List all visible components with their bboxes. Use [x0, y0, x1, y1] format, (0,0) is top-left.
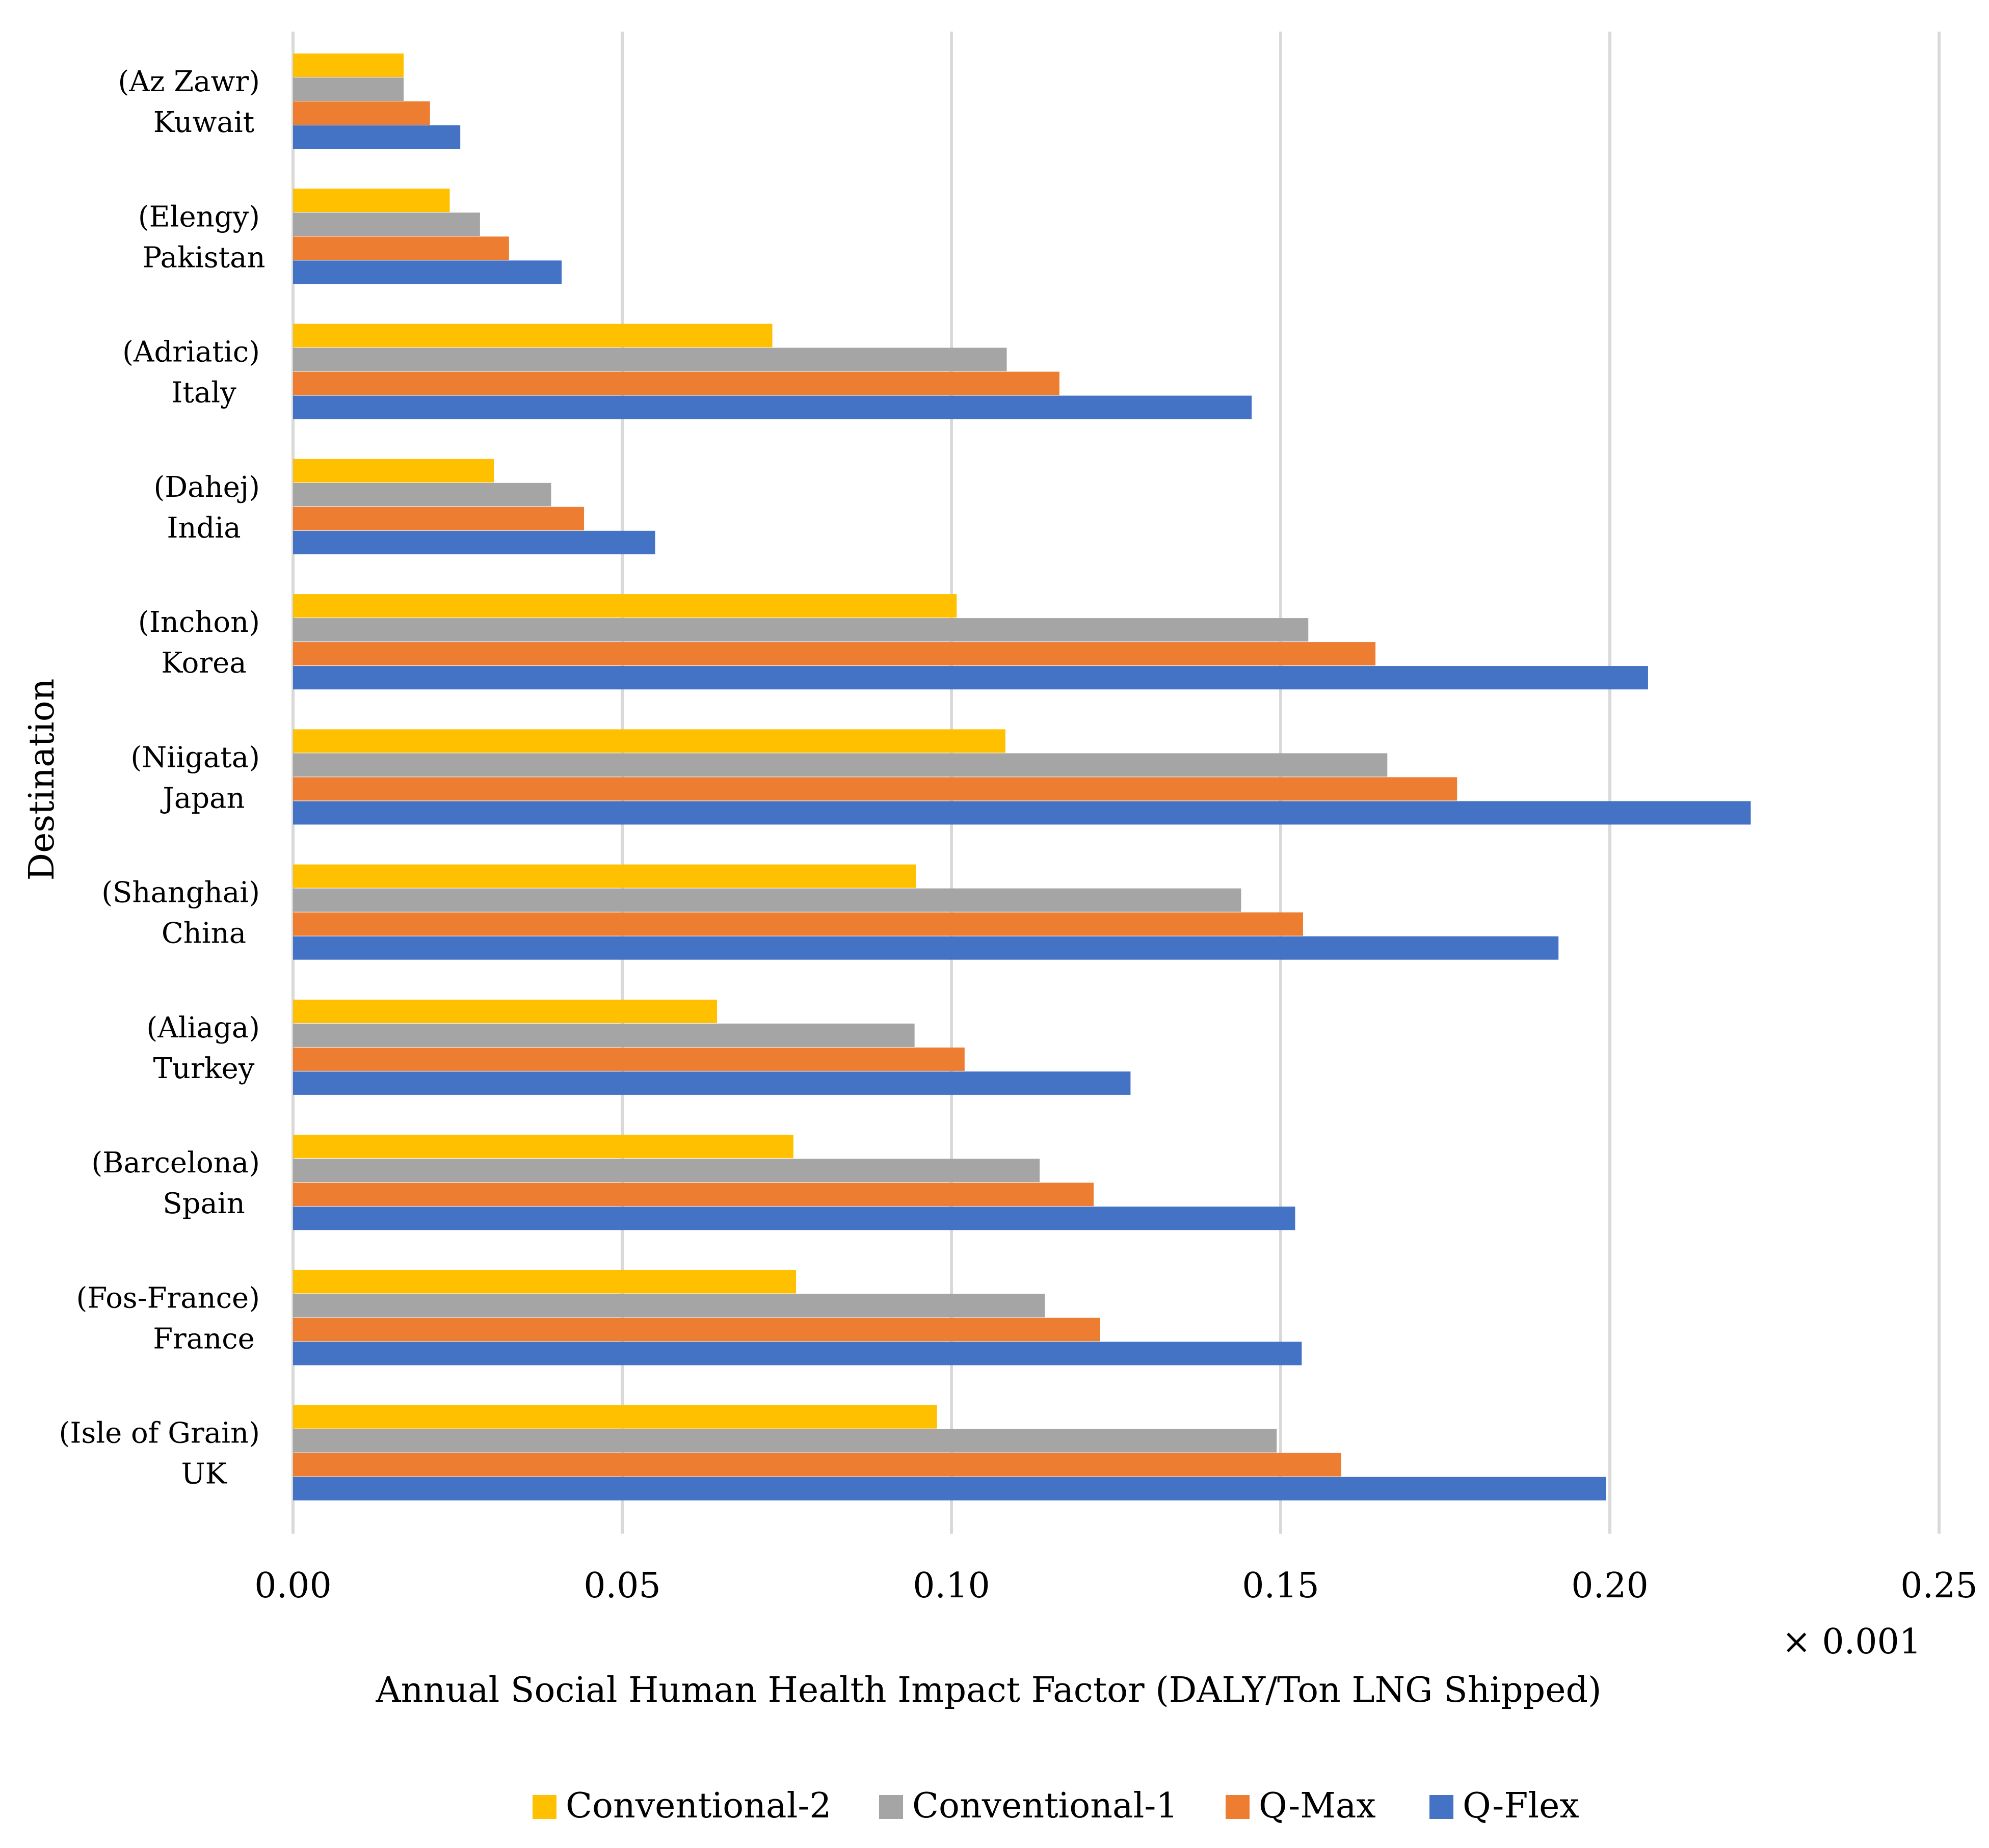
- bar-conventional-1: [293, 347, 1007, 371]
- category-label-terminal: (Niigata): [130, 741, 260, 774]
- bar-q-flex: [293, 1207, 1295, 1230]
- bar-conventional-2: [293, 324, 773, 347]
- bar-conventional-2: [293, 594, 957, 618]
- y-axis-label: Destination: [22, 679, 62, 881]
- bar-q-flex: [293, 936, 1559, 960]
- legend-swatch: [879, 1795, 903, 1819]
- category-label-country: Pakistan: [142, 241, 265, 274]
- category-label-terminal: (Elengy): [138, 200, 260, 233]
- x-tick-label: 0.25: [1900, 1566, 1977, 1606]
- bar-conventional-1: [293, 618, 1309, 642]
- bar-conventional-1: [293, 212, 480, 236]
- bar-conventional-2: [293, 1405, 937, 1429]
- x-tick-label: 0.20: [1571, 1566, 1648, 1606]
- legend-swatch: [1226, 1795, 1250, 1819]
- bar-conventional-2: [293, 999, 718, 1023]
- bar-conventional-2: [293, 864, 916, 888]
- bar-q-flex: [293, 125, 461, 149]
- category-label-terminal: (Barcelona): [91, 1146, 260, 1180]
- bar-q-max: [293, 506, 585, 530]
- bar-conventional-1: [293, 753, 1388, 777]
- bar-q-flex: [293, 530, 655, 554]
- category-label-country: Italy: [171, 377, 236, 410]
- category-label-terminal: (Aliaga): [146, 1011, 260, 1044]
- bar-conventional-2: [293, 459, 494, 483]
- x-multiplier-label: × 0.001: [1782, 1622, 1921, 1662]
- bar-q-max: [293, 1453, 1341, 1477]
- category-label-country: UK: [181, 1458, 227, 1491]
- bar-q-max: [293, 1047, 965, 1071]
- category-label-terminal: (Inchon): [138, 606, 260, 639]
- category-label-terminal: (Shanghai): [101, 876, 260, 909]
- x-tick-label: 0.05: [584, 1566, 660, 1606]
- bar-conventional-1: [293, 1294, 1045, 1318]
- bar-q-max: [293, 1183, 1094, 1207]
- bar-q-flex: [293, 395, 1252, 419]
- category-label-country: France: [153, 1322, 255, 1355]
- bar-conventional-1: [293, 1429, 1277, 1453]
- bar-q-flex: [293, 260, 562, 284]
- bar-conventional-1: [293, 888, 1241, 912]
- legend-swatch: [1429, 1795, 1453, 1819]
- category-label-terminal: (Fos-France): [76, 1281, 260, 1315]
- x-tick-label: 0.00: [254, 1566, 331, 1606]
- category-label-country: Korea: [161, 647, 246, 680]
- bar-conventional-1: [293, 483, 551, 506]
- bar-q-flex: [293, 666, 1648, 690]
- bar-conventional-2: [293, 53, 404, 77]
- bar-q-flex: [293, 1342, 1302, 1365]
- x-tick-label: 0.15: [1242, 1566, 1319, 1606]
- x-tick-labels: 0.00 0.05 0.10 0.15 0.20 0.25: [254, 1566, 1977, 1606]
- bar-conventional-1: [293, 1159, 1040, 1183]
- bar-conventional-2: [293, 189, 450, 212]
- legend-label: Conventional-2: [566, 1786, 832, 1826]
- category-label-terminal: (Az Zawr): [118, 65, 260, 98]
- category-label-country: Spain: [163, 1187, 245, 1220]
- bar-q-max: [293, 912, 1303, 936]
- category-label-country: Japan: [160, 782, 245, 815]
- bar-q-max: [293, 1318, 1100, 1342]
- category-label-country: China: [162, 917, 246, 950]
- bar-q-flex: [293, 801, 1751, 825]
- bars: [293, 53, 1751, 1501]
- category-label-terminal: (Dahej): [153, 471, 260, 504]
- bar-q-max: [293, 642, 1376, 666]
- legend-label: Conventional-1: [912, 1786, 1178, 1826]
- x-axis-label: Annual Social Human Health Impact Factor…: [375, 1670, 1601, 1710]
- bar-q-flex: [293, 1071, 1131, 1095]
- bar-q-flex: [293, 1477, 1606, 1501]
- category-label-terminal: (Isle of Grain): [59, 1417, 260, 1450]
- legend-label: Q-Flex: [1463, 1786, 1579, 1826]
- category-label-terminal: (Adriatic): [122, 336, 260, 369]
- bar-conventional-2: [293, 1135, 793, 1159]
- legend: Conventional-2 Conventional-1 Q-Max Q-Flex: [533, 1786, 1579, 1826]
- legend-label: Q-Max: [1259, 1786, 1376, 1826]
- legend-swatch: [533, 1795, 556, 1819]
- bar-conventional-2: [293, 1270, 797, 1294]
- bar-q-max: [293, 371, 1059, 395]
- bar-q-max: [293, 777, 1457, 801]
- bar-q-max: [293, 101, 430, 125]
- bar-conventional-1: [293, 1023, 915, 1047]
- bar-q-max: [293, 236, 509, 260]
- category-label-country: Kuwait: [153, 106, 255, 139]
- y-category-labels: (Az Zawr) Kuwait (Elengy) Pakistan (Adriatic…: [59, 65, 265, 1491]
- bar-conventional-2: [293, 729, 1005, 753]
- x-tick-label: 0.10: [913, 1566, 990, 1606]
- category-label-country: India: [167, 512, 241, 545]
- category-label-country: Turkey: [153, 1052, 255, 1085]
- bar-conventional-1: [293, 77, 404, 101]
